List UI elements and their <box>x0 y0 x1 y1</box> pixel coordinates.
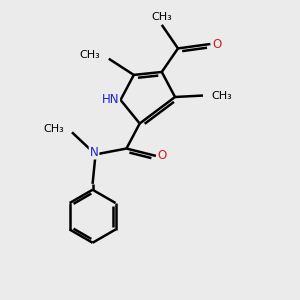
Text: CH₃: CH₃ <box>152 12 172 22</box>
Text: O: O <box>212 38 221 50</box>
Text: N: N <box>90 146 98 159</box>
Text: CH₃: CH₃ <box>212 91 232 100</box>
Text: CH₃: CH₃ <box>80 50 101 60</box>
Text: HN: HN <box>101 93 119 106</box>
Text: CH₃: CH₃ <box>43 124 64 134</box>
Text: O: O <box>158 149 167 162</box>
